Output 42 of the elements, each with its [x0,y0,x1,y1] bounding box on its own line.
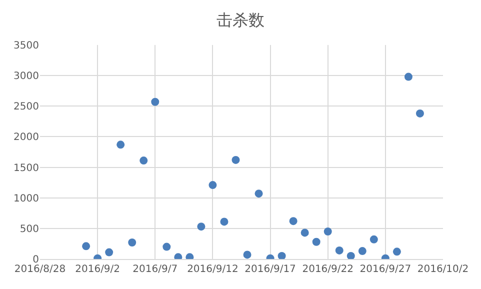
point [116,140,125,149]
y-tick-label: 1500 [14,162,39,174]
point [370,235,378,244]
x-tick-label: 2016/8/28 [14,264,66,275]
point [254,190,263,198]
point [208,181,217,190]
point [162,242,171,251]
x-tick-label: 2016/9/22 [302,264,354,275]
y-tick-label: 1000 [14,193,39,204]
point [335,246,344,254]
y-tick-label: 3000 [14,71,39,82]
x-tick-label: 2016/9/12 [187,264,238,275]
point [300,228,309,237]
point [289,217,298,226]
y-tick-label: 3500 [14,40,39,52]
y-tick-label: 500 [20,224,39,235]
point [128,238,136,246]
point [324,227,332,236]
y-tick-label: 0 [32,254,39,266]
point [278,252,286,259]
point [105,248,114,256]
point [197,222,206,231]
y-tick-label: 2500 [14,102,39,113]
point [346,252,355,259]
point [140,156,148,165]
point [404,72,412,81]
point [232,156,240,164]
chart-title: 击杀数 [216,10,264,30]
point [82,242,90,250]
point [243,250,252,259]
x-tick-label: 2016/9/7 [132,264,178,275]
x-tick-label: 2016/9/2 [75,264,120,275]
point [312,238,320,246]
y-tick-label: 2000 [14,132,39,144]
x-tick-label: 2016/9/17 [244,264,296,275]
x-tick-label: 2016/10/2 [417,264,469,275]
point [151,98,160,106]
point [220,218,228,226]
point [416,109,424,118]
point [358,247,366,256]
point [392,248,401,256]
x-tick-label: 2016/9/27 [360,264,412,275]
